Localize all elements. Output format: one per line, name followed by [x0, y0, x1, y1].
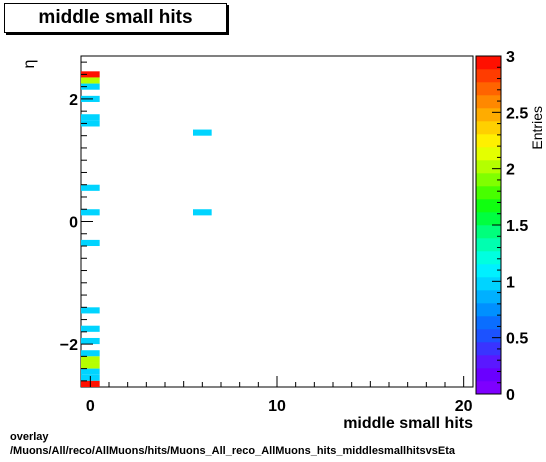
heatmap-cell [81, 368, 100, 375]
color-scale-step [476, 82, 501, 96]
heatmap-cell [81, 114, 100, 121]
color-scale-step [476, 121, 501, 135]
color-scale-label: 2 [506, 162, 515, 179]
heatmap-cell [81, 362, 100, 369]
footer-label: overlay [10, 431, 49, 443]
color-scale: 0 0.5 1 1.5 2 2.5 3 [475, 49, 528, 404]
color-scale-step [476, 290, 501, 304]
heatmap-cell [81, 325, 100, 332]
color-scale-step [476, 329, 501, 343]
plot-frame [80, 55, 474, 388]
color-scale-step [476, 108, 501, 122]
x-tick-label: 10 [268, 398, 286, 415]
color-scale-label: 0.5 [506, 331, 528, 348]
chart-title: middle small hits [4, 3, 227, 33]
color-scale-step [476, 355, 501, 369]
color-scale-step [476, 160, 501, 174]
color-scale-label: 2.5 [506, 105, 528, 122]
heatmap-cell [81, 71, 100, 78]
heatmap-cell [193, 129, 212, 136]
color-scale-step [476, 316, 501, 330]
x-tick-label: 20 [455, 398, 473, 415]
color-scale-step [476, 225, 501, 239]
heatmap-cell [81, 83, 100, 90]
color-scale-step [476, 342, 501, 356]
color-scale-label: 3 [506, 49, 515, 66]
color-scale-label: 1 [506, 274, 515, 291]
color-scale-step [476, 381, 501, 395]
color-scale-step [476, 199, 501, 213]
x-tick-label: 0 [86, 398, 95, 415]
x-axis-label: middle small hits [343, 415, 473, 432]
z-axis-label: Entries [529, 106, 545, 150]
heatmap-cell [81, 307, 100, 314]
color-scale-step [476, 134, 501, 148]
heatmap-cell [81, 356, 100, 363]
color-scale-step [476, 368, 501, 382]
y-tick-label: −2 [60, 337, 78, 354]
color-scale-step [476, 95, 501, 109]
heatmap-cell [81, 184, 100, 191]
heatmap-cell [81, 120, 100, 127]
color-scale-step [476, 264, 501, 278]
y-tick-label: 0 [69, 215, 78, 232]
heatmap-cell [81, 350, 100, 357]
y-axis-label: η [21, 60, 38, 69]
color-scale-label: 1.5 [506, 218, 528, 235]
heatmap-cells [81, 71, 212, 387]
color-scale-step [476, 238, 501, 252]
color-scale-step [476, 303, 501, 317]
heatmap-cell [81, 337, 100, 345]
color-scale-step [476, 212, 501, 226]
color-scale-step [476, 147, 501, 161]
heatmap-cell [81, 77, 100, 84]
y-tick-label: 2 [69, 92, 78, 109]
color-scale-step [476, 56, 501, 70]
color-scale-step [476, 251, 501, 265]
color-scale-step [476, 186, 501, 200]
heatmap-cell [193, 209, 212, 216]
color-scale-label: 0 [506, 387, 515, 404]
x-axis: 0 10 20 [86, 376, 473, 415]
heatmap-cell [81, 239, 100, 247]
footer-path: /Muons/All/reco/AllMuons/hits/Muons_All_… [10, 445, 455, 457]
y-axis: −2 0 2 [60, 61, 93, 382]
color-scale-step [476, 69, 501, 83]
heatmap-cell [81, 209, 100, 216]
color-scale-step [476, 173, 501, 187]
color-scale-step [476, 277, 501, 291]
